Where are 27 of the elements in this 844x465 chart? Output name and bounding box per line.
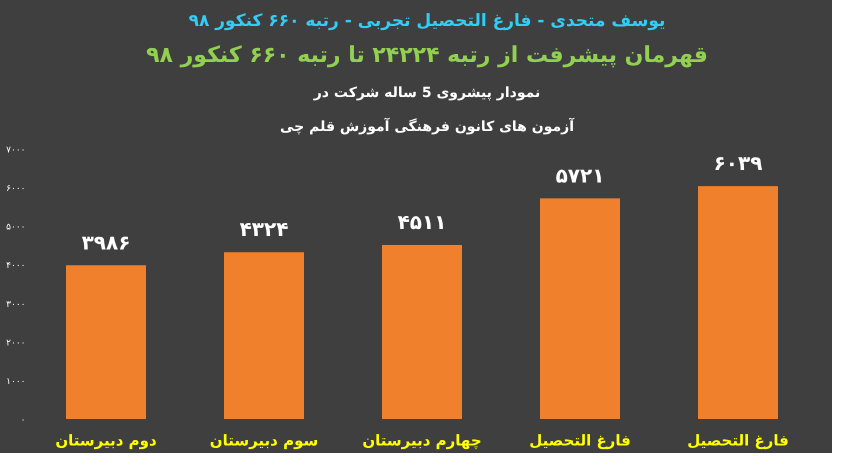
x-tick-label: چهارم دبیرستان	[362, 432, 482, 450]
bar	[698, 186, 778, 419]
data-label: ۴۵۱۱	[398, 210, 446, 234]
y-tick-label: ۱۰۰۰	[6, 376, 26, 387]
y-tick-label: ۳۰۰۰	[6, 300, 26, 310]
data-label: ۴۳۲۴	[240, 217, 288, 242]
chart-title: یوسف متحدی - فارغ التحصیل تجربی - رتبه ۶۶۰ کنکور ۹۸	[188, 11, 666, 31]
text: آزمون های کانون فرهنگی آموزش قلم چی	[280, 117, 576, 135]
text: نمودار پیشروی 5 ساله شرکت در	[312, 85, 540, 101]
y-tick-label: ۶۰۰۰	[6, 184, 26, 194]
y-tick-label: ۴۰۰۰	[6, 261, 26, 272]
x-tick-label: فارغ التحصیل	[687, 432, 789, 450]
chart-subtitle: قهرمان پیشرفت از رتبه ۲۴۲۲۴ تا رتبه ۶۶۰ کنکور ۹۸	[146, 43, 708, 68]
bar	[224, 252, 304, 419]
bar	[540, 198, 620, 419]
data-label: ۳۹۸۶	[82, 230, 130, 254]
y-tick-label: ۲۰۰۰	[6, 338, 26, 348]
bar	[382, 245, 462, 419]
y-tick-label: ۵۰۰۰	[6, 222, 26, 233]
y-tick-label: ۰	[20, 416, 26, 426]
x-tick-label: فارغ التحصیل	[529, 432, 631, 450]
data-label: ۶۰۳۹	[714, 151, 762, 176]
x-tick-label: دوم دبیرستان	[55, 432, 157, 450]
y-tick-label: ۷۰۰۰	[6, 146, 26, 156]
x-tick-label: سوم دبیرستان	[210, 432, 318, 450]
bar	[66, 265, 146, 419]
data-label: ۵۷۲۱	[556, 163, 604, 188]
